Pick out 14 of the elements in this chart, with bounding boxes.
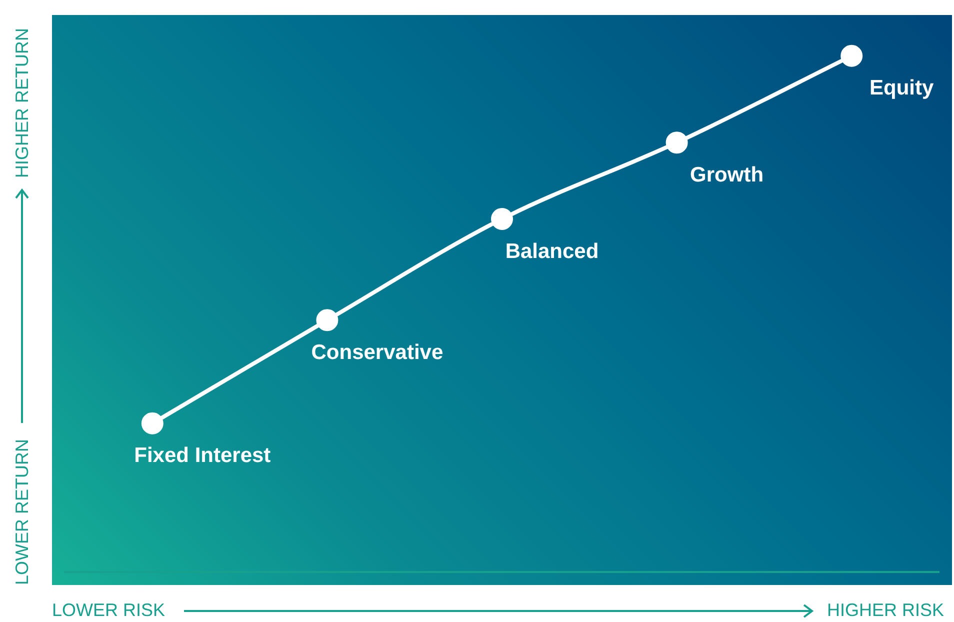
- text: HIGHER RISK: [827, 600, 944, 621]
- text: HIGHER RETURN: [12, 28, 33, 178]
- point: [141, 412, 164, 434]
- point: [666, 132, 688, 154]
- point: [316, 309, 338, 332]
- point: [491, 208, 513, 230]
- text: LOWER RETURN: [12, 438, 33, 585]
- point: [840, 44, 863, 67]
- x-tick-label: Balanced: [505, 240, 599, 263]
- x-tick-label: Growth: [690, 163, 764, 186]
- x-tick-label: Conservative: [311, 340, 444, 364]
- x-tick-label: Fixed Interest: [134, 444, 271, 468]
- text: LOWER RISK: [52, 600, 166, 621]
- x-tick-label: Equity: [870, 76, 934, 100]
